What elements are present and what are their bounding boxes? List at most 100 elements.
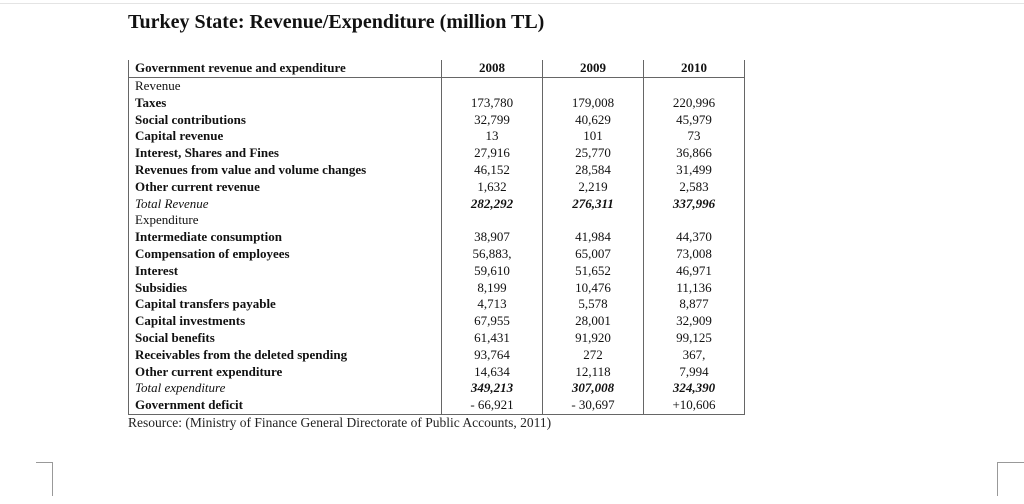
cell-2010: 220,996 — [643, 94, 745, 112]
cell-2008: 56,883, — [441, 245, 543, 263]
page-corner-mark-left — [36, 462, 53, 463]
table-row: Government deficit - 66,921- 30,697 +10,60… — [129, 397, 745, 415]
cell-2009 — [542, 77, 644, 95]
cell-2008: 27,916 — [441, 145, 543, 162]
table-row: Receivables from the deleted spending 93,… — [129, 346, 745, 364]
table-row: Compensation of employees 56,883, 65,007 73… — [129, 245, 745, 263]
table-row: Subsidies 8,199 10,476 11,136 — [129, 279, 745, 297]
cell-2009: 10,476 — [542, 279, 644, 297]
cell-2010: 46,971 — [643, 262, 745, 280]
cell-2008: 13 — [441, 128, 543, 146]
cell-2008: 173,780 — [441, 94, 543, 112]
cell-2009: 179,008 — [542, 94, 644, 112]
table-row: Other current expenditure 14,634 12,118 7,9… — [129, 363, 745, 381]
cell-2010: 367, — [643, 346, 745, 364]
table-row: Revenue — [129, 77, 745, 95]
table-row: Revenues from value and volume changes 46… — [129, 161, 745, 179]
column-header: Government revenue and expenditure — [128, 60, 442, 78]
document-title: Turkey State: Revenue/Expenditure (milli… — [128, 11, 545, 33]
row-label: Capital revenue — [135, 128, 224, 144]
cell-2009: 41,984 — [542, 229, 644, 246]
row-label: Revenue — [135, 78, 181, 93]
cell-2009: 40,629 — [542, 111, 644, 129]
cell-2008: 67,955 — [441, 313, 543, 330]
cell-2008: 38,907 — [441, 229, 543, 246]
cell-2008: 93,764 — [441, 346, 543, 364]
cell-2009: 276,311 — [542, 195, 644, 213]
cell-2010: 2,583 — [643, 178, 745, 196]
cell-2008: 14,634 — [441, 363, 543, 381]
cell-2010: 8,877 — [643, 296, 745, 314]
table-row: Expenditure — [129, 212, 745, 230]
cell-2008: 4,713 — [441, 296, 543, 314]
row-label: Total Revenue — [135, 195, 209, 211]
row-label: Other current revenue — [135, 178, 260, 194]
cell-2010 — [643, 212, 745, 230]
row-label: Total expenditure — [135, 380, 226, 396]
cell-2009: 65,007 — [542, 245, 644, 263]
cell-2010: 44,370 — [643, 229, 745, 246]
cell-2010: 337,996 — [643, 195, 745, 213]
page-corner-mark-left — [52, 462, 53, 496]
cell-2008: 349,213 — [441, 380, 543, 398]
cell-2010: 324,390 — [643, 380, 745, 398]
row-label: Government deficit — [135, 397, 243, 413]
table-row: Social contributions 32,799 40,629 45,979 — [129, 111, 745, 129]
row-label: Subsidies — [135, 279, 188, 295]
cell-2010: 99,125 — [643, 329, 745, 347]
cell-2010: 73 — [643, 128, 745, 146]
cell-2009: - 30,697 — [542, 397, 644, 415]
cell-2010: 32,909 — [643, 313, 745, 330]
cell-2010: 45,979 — [643, 111, 745, 129]
table-row: Capital transfers payable 4,713 5,578 8,877 — [129, 296, 745, 314]
cell-2009: 272 — [542, 346, 644, 364]
table-row: Interest, Shares and Fines 27,916 25,770 36… — [129, 145, 745, 162]
table-row: Interest 59,610 51,652 46,971 — [129, 262, 745, 280]
table-row: Capital investments 67,955 28,001 32,909 — [129, 313, 745, 330]
row-label: Taxes — [135, 94, 167, 110]
row-label: Interest — [135, 262, 179, 278]
cell-2010: 7,994 — [643, 363, 745, 381]
cell-2009: 25,770 — [542, 145, 644, 162]
row-label: Compensation of employees — [135, 245, 290, 261]
table-row: Intermediate consumption 38,907 41,984 44,3… — [129, 229, 745, 246]
table-row: Taxes 173,780 179,008 220,996 — [129, 94, 745, 112]
row-label: Expenditure — [135, 212, 199, 228]
cell-2009: 307,008 — [542, 380, 644, 398]
cell-2010: 11,136 — [643, 279, 745, 297]
column-header: 2009 — [542, 60, 644, 78]
column-header: 2008 — [441, 60, 543, 78]
row-label: Social contributions — [135, 111, 246, 127]
cell-2009: 51,652 — [542, 262, 644, 280]
table-row: Total Revenue 282,292 276,311 337,996 — [129, 195, 745, 213]
row-label: Capital transfers payable — [135, 296, 276, 312]
row-label: Other current expenditure — [135, 363, 283, 379]
cell-2008: 32,799 — [441, 111, 543, 129]
cell-2010: 73,008 — [643, 245, 745, 263]
row-label: Interest, Shares and Fines — [135, 145, 279, 161]
cell-2010: +10,606 — [643, 397, 745, 415]
cell-2008: 282,292 — [441, 195, 543, 213]
cell-2008: 59,610 — [441, 262, 543, 280]
cell-2008: 61,431 — [441, 329, 543, 347]
cell-2008 — [441, 77, 543, 95]
cell-2009: 28,584 — [542, 161, 644, 179]
table-row: Social benefits 61,431 91,920 99,125 — [129, 329, 745, 347]
cell-2009 — [542, 212, 644, 230]
page-top-edge — [0, 3, 1024, 4]
table-row: Capital revenue 13 101 73 — [129, 128, 745, 146]
source-citation: Resource: (Ministry of Finance General D… — [128, 415, 552, 430]
cell-2009: 12,118 — [542, 363, 644, 381]
cell-2008: 8,199 — [441, 279, 543, 297]
cell-2008: 46,152 — [441, 161, 543, 179]
row-label: Revenues from value and volume changes — [135, 161, 367, 177]
row-label: Intermediate consumption — [135, 229, 282, 245]
page-corner-mark-right — [997, 462, 998, 496]
cell-2010 — [643, 77, 745, 95]
cell-2009: 2,219 — [542, 178, 644, 196]
row-label: Social benefits — [135, 329, 215, 345]
row-label: Capital investments — [135, 313, 246, 329]
table-row: Other current revenue 1,632 2,219 2,583 — [129, 178, 745, 196]
revenue-expenditure-table: Government revenue and expenditure 2008 … — [128, 60, 745, 415]
cell-2010: 36,866 — [643, 145, 745, 162]
